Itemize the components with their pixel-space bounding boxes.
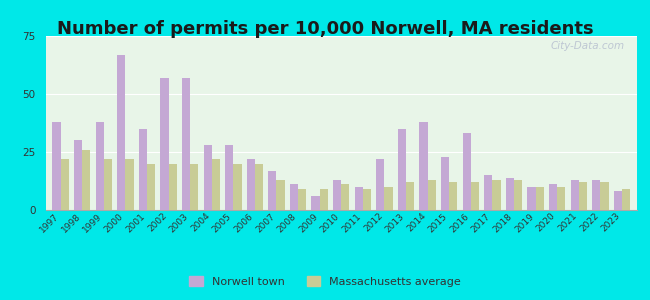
Bar [311, 196, 320, 210]
Bar [549, 184, 557, 210]
Bar [203, 145, 212, 210]
Bar [190, 164, 198, 210]
Bar [536, 187, 544, 210]
Bar [592, 180, 601, 210]
Text: City-Data.com: City-Data.com [551, 41, 625, 51]
Bar [463, 134, 471, 210]
Bar [614, 191, 622, 210]
Bar [104, 159, 112, 210]
Bar [527, 187, 536, 210]
Bar [161, 78, 168, 210]
Bar [168, 164, 177, 210]
Bar [117, 55, 125, 210]
Bar [471, 182, 479, 210]
Bar [247, 159, 255, 210]
Bar [406, 182, 414, 210]
Bar [557, 187, 566, 210]
Bar [578, 182, 587, 210]
Bar [125, 159, 134, 210]
Bar [212, 159, 220, 210]
Bar [622, 189, 630, 210]
Bar [341, 184, 350, 210]
Bar [484, 175, 492, 210]
Bar [147, 164, 155, 210]
Bar [333, 180, 341, 210]
Bar [506, 178, 514, 210]
Bar [492, 180, 500, 210]
Bar [53, 122, 60, 210]
Bar [233, 164, 242, 210]
Bar [276, 180, 285, 210]
Bar [298, 189, 306, 210]
Bar [441, 157, 449, 210]
Bar [96, 122, 104, 210]
Bar [419, 122, 428, 210]
Bar [290, 184, 298, 210]
Bar [601, 182, 608, 210]
Bar [225, 145, 233, 210]
Bar [428, 180, 436, 210]
Bar [398, 129, 406, 210]
Bar [74, 140, 82, 210]
Bar [514, 180, 522, 210]
Bar [355, 187, 363, 210]
Bar [449, 182, 458, 210]
Bar [268, 171, 276, 210]
Bar [384, 187, 393, 210]
Bar [182, 78, 190, 210]
Bar [60, 159, 69, 210]
Bar [376, 159, 384, 210]
Bar [320, 189, 328, 210]
Text: Number of permits per 10,000 Norwell, MA residents: Number of permits per 10,000 Norwell, MA… [57, 20, 593, 38]
Legend: Norwell town, Massachusetts average: Norwell town, Massachusetts average [185, 272, 465, 291]
Bar [571, 180, 578, 210]
Bar [363, 189, 371, 210]
Bar [255, 164, 263, 210]
Bar [82, 150, 90, 210]
Bar [138, 129, 147, 210]
